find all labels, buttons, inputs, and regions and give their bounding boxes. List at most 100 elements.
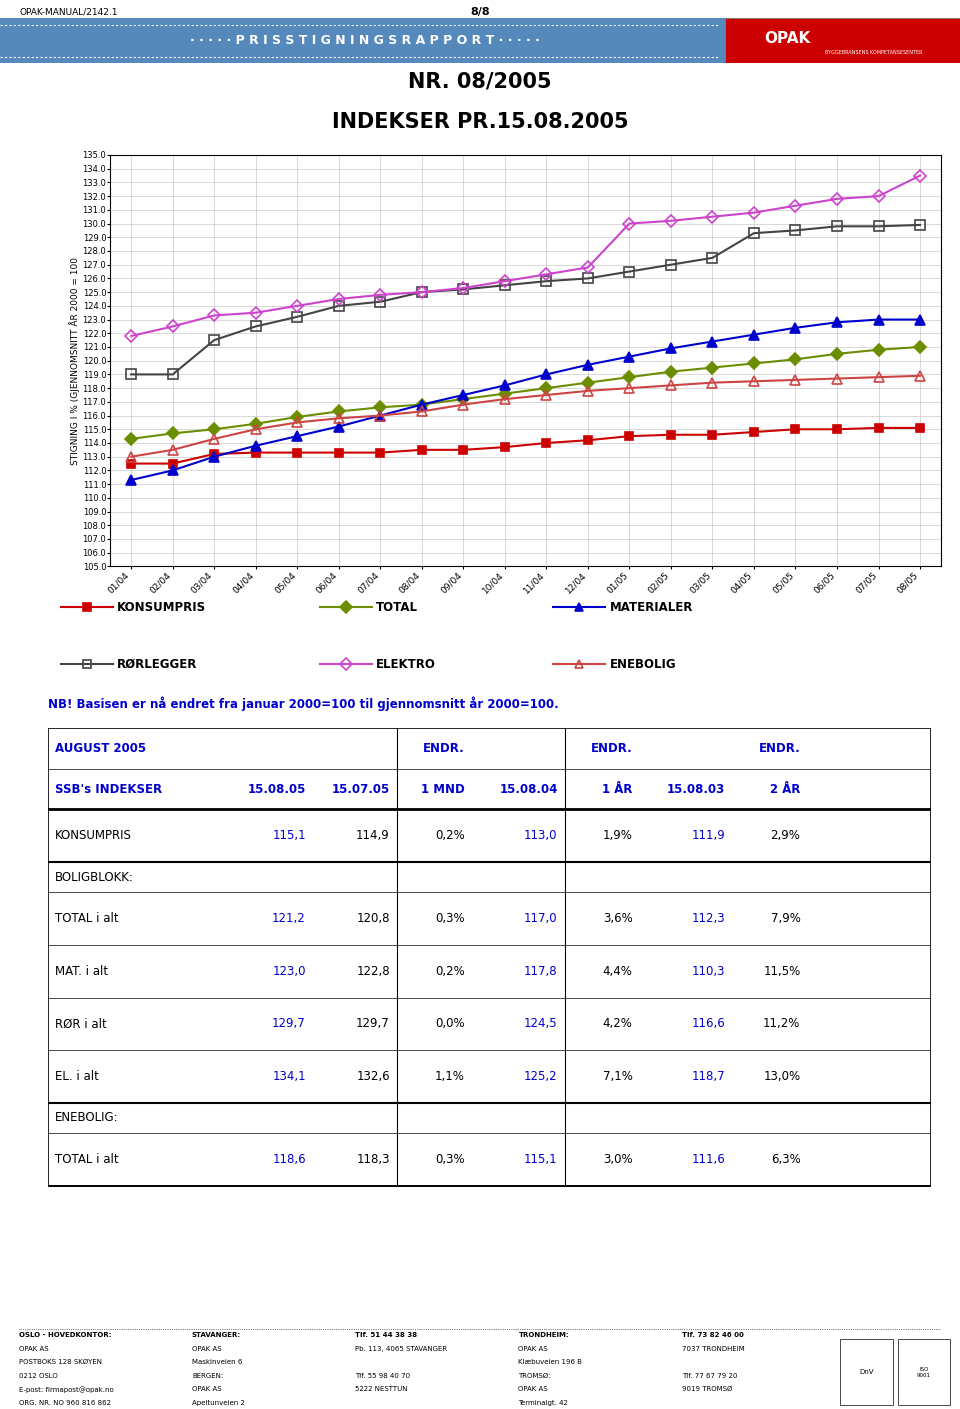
Text: 1,9%: 1,9% <box>603 828 633 843</box>
ENEBOLIG <box>790 372 802 389</box>
RØRLEGGER <box>624 263 636 280</box>
TOTAL <box>208 421 220 438</box>
ELEKTRO <box>831 190 843 207</box>
Text: 7,1%: 7,1% <box>603 1069 633 1084</box>
ENEBOLIG <box>624 379 636 396</box>
Text: Tlf. 55 98 40 70: Tlf. 55 98 40 70 <box>355 1372 410 1379</box>
MATERIALER <box>790 320 802 337</box>
Text: OPAK: OPAK <box>764 31 810 46</box>
TOTAL <box>126 430 137 447</box>
Text: 8/8: 8/8 <box>470 7 490 17</box>
MATERIALER <box>540 366 552 383</box>
Text: OPAK AS: OPAK AS <box>19 1346 49 1351</box>
Text: SSB's INDEKSER: SSB's INDEKSER <box>55 782 162 796</box>
TOTAL <box>540 379 552 396</box>
Text: MATERIALER: MATERIALER <box>610 600 693 614</box>
RØRLEGGER <box>499 276 511 293</box>
RØRLEGGER <box>208 331 220 348</box>
ELEKTRO <box>126 327 137 344</box>
Text: Apeltunveien 2: Apeltunveien 2 <box>192 1399 245 1406</box>
MATERIALER <box>624 348 636 365</box>
Text: 121,2: 121,2 <box>272 912 306 926</box>
ELEKTRO <box>540 266 552 283</box>
Text: 3,0%: 3,0% <box>603 1153 633 1165</box>
MATERIALER <box>873 311 884 328</box>
TOTAL <box>831 345 843 362</box>
TOTAL <box>707 359 718 376</box>
Text: 7,9%: 7,9% <box>771 912 801 926</box>
TOTAL <box>416 396 427 413</box>
Text: RØRLEGGER: RØRLEGGER <box>117 658 198 671</box>
Text: 6,3%: 6,3% <box>771 1153 801 1165</box>
Line: TOTAL: TOTAL <box>127 342 924 442</box>
Text: 15.08.03: 15.08.03 <box>667 782 726 796</box>
ELEKTRO <box>665 213 677 230</box>
RØRLEGGER <box>540 273 552 290</box>
ENEBOLIG <box>873 369 884 386</box>
Text: 1 MND: 1 MND <box>421 782 465 796</box>
Text: OSLO - HOVEDKONTOR:: OSLO - HOVEDKONTOR: <box>19 1332 111 1339</box>
Text: 115,1: 115,1 <box>273 828 306 843</box>
Text: DnV: DnV <box>859 1370 874 1375</box>
Text: 116,6: 116,6 <box>691 1017 726 1030</box>
TOTAL <box>582 375 593 392</box>
RØRLEGGER <box>167 366 179 383</box>
Text: Klæbuveien 196 B: Klæbuveien 196 B <box>518 1360 583 1365</box>
Text: 118,6: 118,6 <box>273 1153 306 1165</box>
Text: 123,0: 123,0 <box>273 965 306 978</box>
Text: 9019 TROMSØ: 9019 TROMSØ <box>682 1386 732 1392</box>
Text: STAVANGER:: STAVANGER: <box>192 1332 241 1339</box>
ELEKTRO <box>374 286 386 303</box>
ELEKTRO <box>292 297 303 314</box>
RØRLEGGER <box>374 293 386 310</box>
ENEBOLIG <box>333 410 345 427</box>
RØRLEGGER <box>582 271 593 287</box>
ENEBOLIG <box>167 441 179 458</box>
MATERIALER <box>208 448 220 465</box>
Text: 118,3: 118,3 <box>356 1153 390 1165</box>
Text: 5222 NESTTUN: 5222 NESTTUN <box>355 1386 408 1392</box>
MATERIALER <box>416 396 427 413</box>
Text: BERGEN:: BERGEN: <box>192 1372 224 1379</box>
Text: 117,8: 117,8 <box>524 965 558 978</box>
Text: 15.08.04: 15.08.04 <box>499 782 558 796</box>
ENEBOLIG <box>292 414 303 431</box>
ELEKTRO <box>873 187 884 204</box>
Text: 122,8: 122,8 <box>356 965 390 978</box>
Text: MAT. i alt: MAT. i alt <box>55 965 108 978</box>
Text: 111,9: 111,9 <box>691 828 726 843</box>
TOTAL <box>292 409 303 426</box>
TOTAL <box>374 399 386 416</box>
Text: TOTAL i alt: TOTAL i alt <box>55 1153 119 1165</box>
KONSUMPRIS <box>167 455 179 472</box>
ELEKTRO <box>250 304 261 321</box>
Text: 2 ÅR: 2 ÅR <box>770 782 801 796</box>
Text: 124,5: 124,5 <box>524 1017 558 1030</box>
ENEBOLIG <box>374 407 386 424</box>
Text: Maskinveien 6: Maskinveien 6 <box>192 1360 242 1365</box>
MATERIALER <box>748 327 759 344</box>
KONSUMPRIS <box>333 444 345 461</box>
Text: ENDR.: ENDR. <box>423 743 465 755</box>
Bar <box>898 1339 950 1405</box>
Text: OPAK-MANUAL/2142.1: OPAK-MANUAL/2142.1 <box>19 7 118 17</box>
MATERIALER <box>707 333 718 349</box>
KONSUMPRIS <box>499 438 511 455</box>
Text: 113,0: 113,0 <box>524 828 558 843</box>
Text: 3,6%: 3,6% <box>603 912 633 926</box>
Text: Pb. 113, 4065 STAVANGER: Pb. 113, 4065 STAVANGER <box>355 1346 447 1351</box>
Text: 0,3%: 0,3% <box>435 912 465 926</box>
TOTAL <box>333 403 345 420</box>
Text: 118,7: 118,7 <box>692 1069 726 1084</box>
ENEBOLIG <box>416 403 427 420</box>
KONSUMPRIS <box>914 420 925 437</box>
Text: OPAK AS: OPAK AS <box>192 1346 222 1351</box>
Text: 132,6: 132,6 <box>356 1069 390 1084</box>
MATERIALER <box>250 437 261 454</box>
RØRLEGGER <box>250 318 261 335</box>
Text: 0212 OSLO: 0212 OSLO <box>19 1372 58 1379</box>
MATERIALER <box>914 311 925 328</box>
TOTAL <box>790 351 802 368</box>
TOTAL <box>167 426 179 442</box>
MATERIALER <box>582 356 593 373</box>
